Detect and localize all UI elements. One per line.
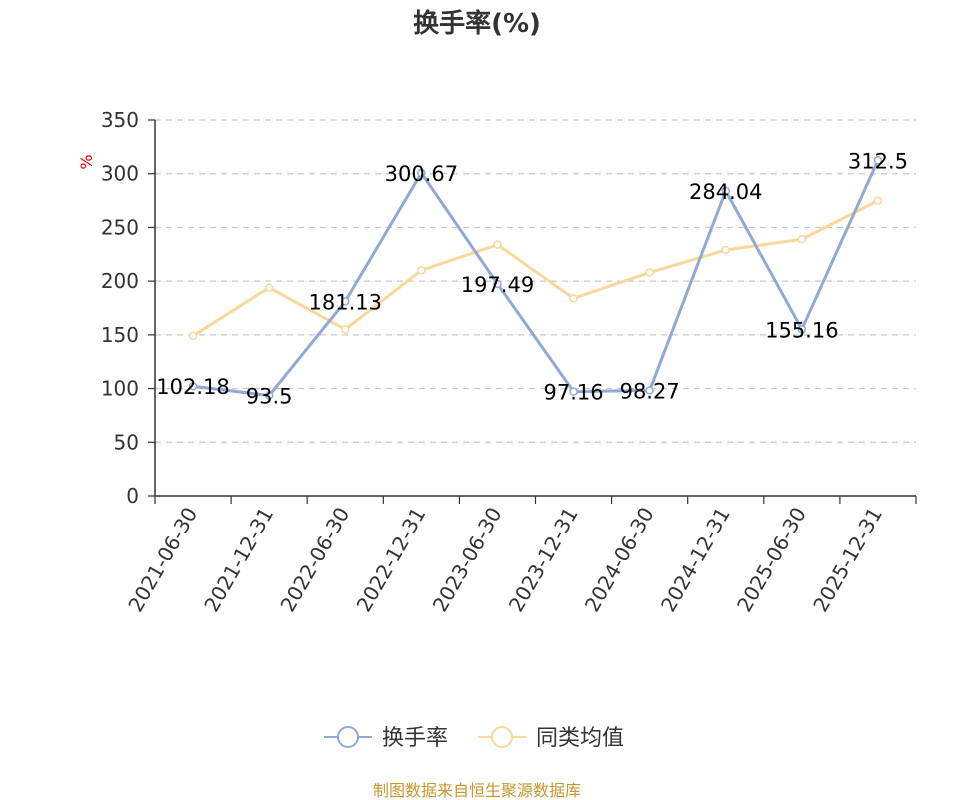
legend: 换手率 同类均值 xyxy=(324,726,624,751)
series-point-1 xyxy=(264,283,274,292)
data-label: 312.5 xyxy=(848,149,908,173)
series-point-1 xyxy=(721,245,730,255)
data-label: 97.16 xyxy=(543,381,603,405)
legend-marker xyxy=(337,726,359,748)
source-note: 制图数据来自恒生聚源数据库 xyxy=(373,781,581,800)
series-line-1 xyxy=(192,199,879,338)
series-point-1 xyxy=(569,294,578,303)
data-label: 93.5 xyxy=(246,385,293,409)
series-point-0 xyxy=(873,156,883,165)
data-label: 300.67 xyxy=(385,162,458,186)
chart-title: 换手率(%) xyxy=(413,8,541,39)
series-point-1 xyxy=(417,266,426,275)
series-point-1 xyxy=(341,325,350,334)
series-point-1 xyxy=(797,234,807,244)
y-tick-label: 200 xyxy=(101,269,139,293)
data-label: 155.16 xyxy=(765,318,838,342)
series-point-0 xyxy=(341,297,350,306)
y-tick-label: 350 xyxy=(101,108,139,132)
data-label: 102.18 xyxy=(156,375,229,399)
y-tick-label: 100 xyxy=(101,377,139,401)
x-tick-label: 2024-06-30 xyxy=(580,503,659,616)
x-tick-label: 2021-06-30 xyxy=(123,503,202,616)
y-tick-label: 250 xyxy=(101,215,139,239)
series-point-1 xyxy=(873,196,883,205)
series-point-0 xyxy=(417,168,426,178)
data-label: 284.04 xyxy=(689,180,762,204)
series-point-1 xyxy=(188,331,198,341)
series-point-0 xyxy=(188,381,198,391)
gridlines xyxy=(155,119,916,443)
y-tick-label: 300 xyxy=(101,162,139,186)
series-point-0 xyxy=(645,386,654,395)
y-tick-label: 150 xyxy=(101,323,139,347)
series-point-0 xyxy=(721,186,730,196)
y-tick-label: 50 xyxy=(114,430,139,454)
data-label: 98.27 xyxy=(620,379,680,403)
x-tick-label: 2024-12-31 xyxy=(656,503,735,616)
series-point-0 xyxy=(493,279,502,289)
x-tick-label: 2023-06-30 xyxy=(428,503,507,616)
legend-marker xyxy=(491,726,513,748)
series-line-0 xyxy=(192,159,880,398)
series-point-0 xyxy=(264,391,274,400)
legend-label: 换手率 xyxy=(382,726,448,751)
series-point-1 xyxy=(645,268,654,277)
data-label: 197.49 xyxy=(461,273,534,297)
x-tick-label: 2022-06-30 xyxy=(275,503,354,616)
series-point-0 xyxy=(569,387,578,396)
x-tick-label: 2025-12-31 xyxy=(808,503,887,616)
data-label: 181.13 xyxy=(309,290,382,314)
x-tick-label: 2023-12-31 xyxy=(504,503,583,616)
legend-label: 同类均值 xyxy=(536,726,624,751)
series-point-1 xyxy=(493,240,502,249)
x-tick-label: 2025-06-30 xyxy=(732,503,811,616)
y-axis-unit-label: % xyxy=(77,154,96,169)
axes: 0 50 100 150 200 250 300 350 2021-06-302021-12-3… xyxy=(101,108,917,616)
y-tick-label: 0 xyxy=(126,484,139,508)
series-point-0 xyxy=(797,325,807,334)
data-labels: 102.18 93.5 181.13 300.67 197.49 97.16 98.27 28… xyxy=(156,149,908,408)
x-tick-label: 2022-12-31 xyxy=(352,503,431,616)
series-lines xyxy=(188,156,883,400)
x-tick-label: 2021-12-31 xyxy=(199,503,278,616)
